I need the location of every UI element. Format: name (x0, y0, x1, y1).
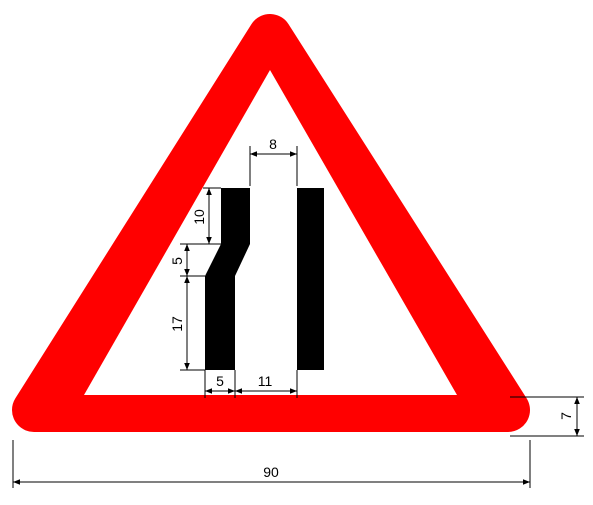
dimension-straight-top: 10 (191, 187, 221, 245)
dimension-gap-top: 8 (249, 136, 298, 186)
dimension-bend-height: 5 (169, 243, 221, 277)
triangle-white-field (84, 70, 457, 395)
warning-triangle (12, 14, 530, 432)
dimension-label-bend-height: 5 (169, 257, 185, 265)
road-narrows-symbol (205, 188, 324, 370)
dimension-straight-bottom: 17 (169, 276, 205, 371)
dimension-gap-bottom: 11 (235, 370, 298, 398)
dimension-border-width: 7 (510, 396, 584, 437)
dimension-label-bar-width: 5 (216, 373, 224, 389)
dimension-label-gap-top: 8 (269, 136, 277, 152)
dimension-label-border-width: 7 (558, 412, 574, 420)
dimension-label-straight-bottom: 17 (169, 316, 185, 332)
right-road-edge-bar (297, 188, 324, 370)
dimension-label-gap-bottom: 11 (258, 373, 273, 389)
dimension-label-straight-top: 10 (191, 209, 207, 225)
dimension-label-overall-width: 90 (263, 464, 279, 480)
left-road-edge-bar (205, 188, 250, 370)
dimension-overall-width: 90 (12, 440, 531, 488)
